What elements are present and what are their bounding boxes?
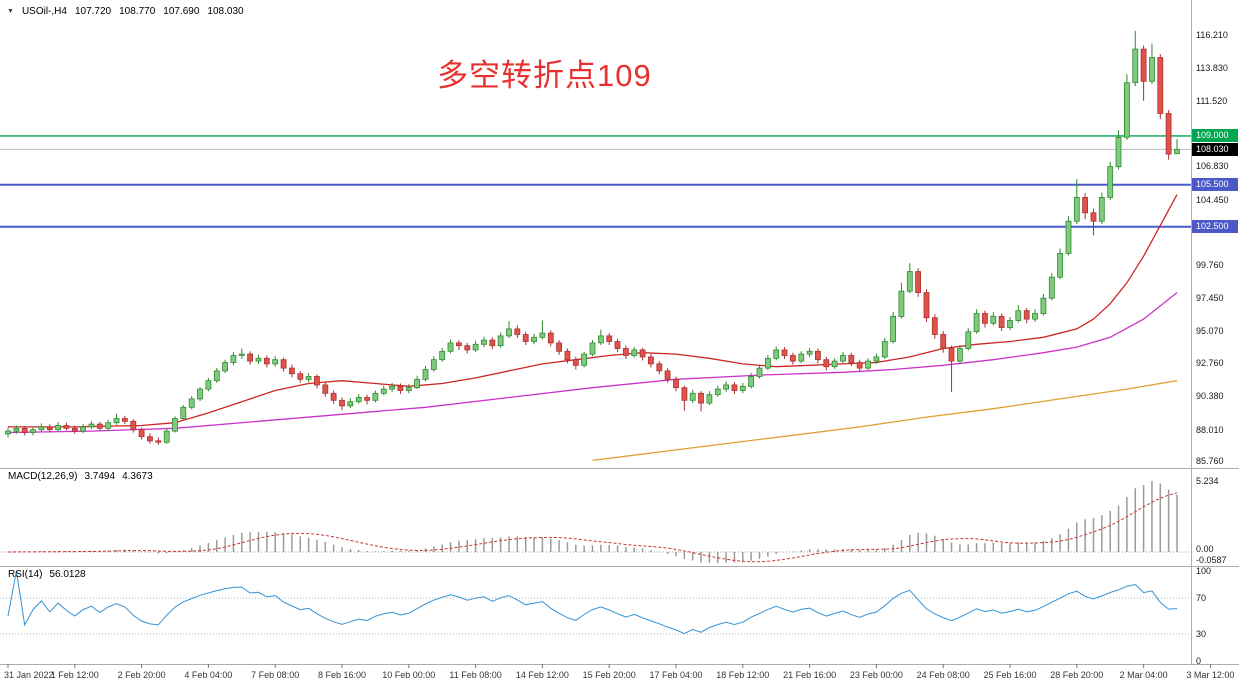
macd-histogram (15, 481, 1178, 564)
candlestick-series (5, 30, 1180, 445)
macd-signal-line (7, 492, 1178, 563)
rsi-line (7, 570, 1178, 635)
horizontal-level-lines[interactable] (0, 135, 1191, 228)
ma-fast-red (8, 194, 1178, 428)
ma-slow-orange (592, 380, 1178, 462)
